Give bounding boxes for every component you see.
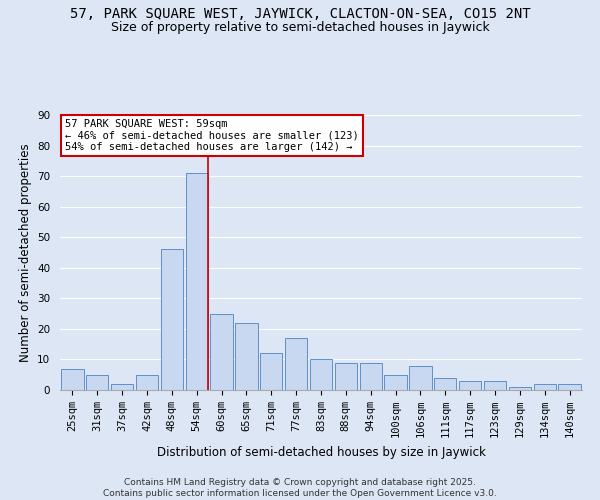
Text: Size of property relative to semi-detached houses in Jaywick: Size of property relative to semi-detach… — [110, 21, 490, 34]
Bar — [409, 366, 431, 390]
Bar — [385, 374, 407, 390]
Bar — [533, 384, 556, 390]
Bar — [161, 250, 183, 390]
Bar — [509, 387, 531, 390]
Bar — [185, 173, 208, 390]
Bar — [434, 378, 457, 390]
Bar — [459, 381, 481, 390]
Bar — [235, 323, 257, 390]
Bar — [359, 362, 382, 390]
Bar — [484, 381, 506, 390]
Bar — [86, 374, 109, 390]
Bar — [260, 354, 283, 390]
Text: 57, PARK SQUARE WEST, JAYWICK, CLACTON-ON-SEA, CO15 2NT: 57, PARK SQUARE WEST, JAYWICK, CLACTON-O… — [70, 8, 530, 22]
Bar — [285, 338, 307, 390]
Bar — [310, 360, 332, 390]
Bar — [211, 314, 233, 390]
Bar — [559, 384, 581, 390]
Bar — [111, 384, 133, 390]
X-axis label: Distribution of semi-detached houses by size in Jaywick: Distribution of semi-detached houses by … — [157, 446, 485, 458]
Text: Contains HM Land Registry data © Crown copyright and database right 2025.
Contai: Contains HM Land Registry data © Crown c… — [103, 478, 497, 498]
Bar — [61, 368, 83, 390]
Bar — [136, 374, 158, 390]
Text: 57 PARK SQUARE WEST: 59sqm
← 46% of semi-detached houses are smaller (123)
54% o: 57 PARK SQUARE WEST: 59sqm ← 46% of semi… — [65, 119, 359, 152]
Y-axis label: Number of semi-detached properties: Number of semi-detached properties — [19, 143, 32, 362]
Bar — [335, 362, 357, 390]
